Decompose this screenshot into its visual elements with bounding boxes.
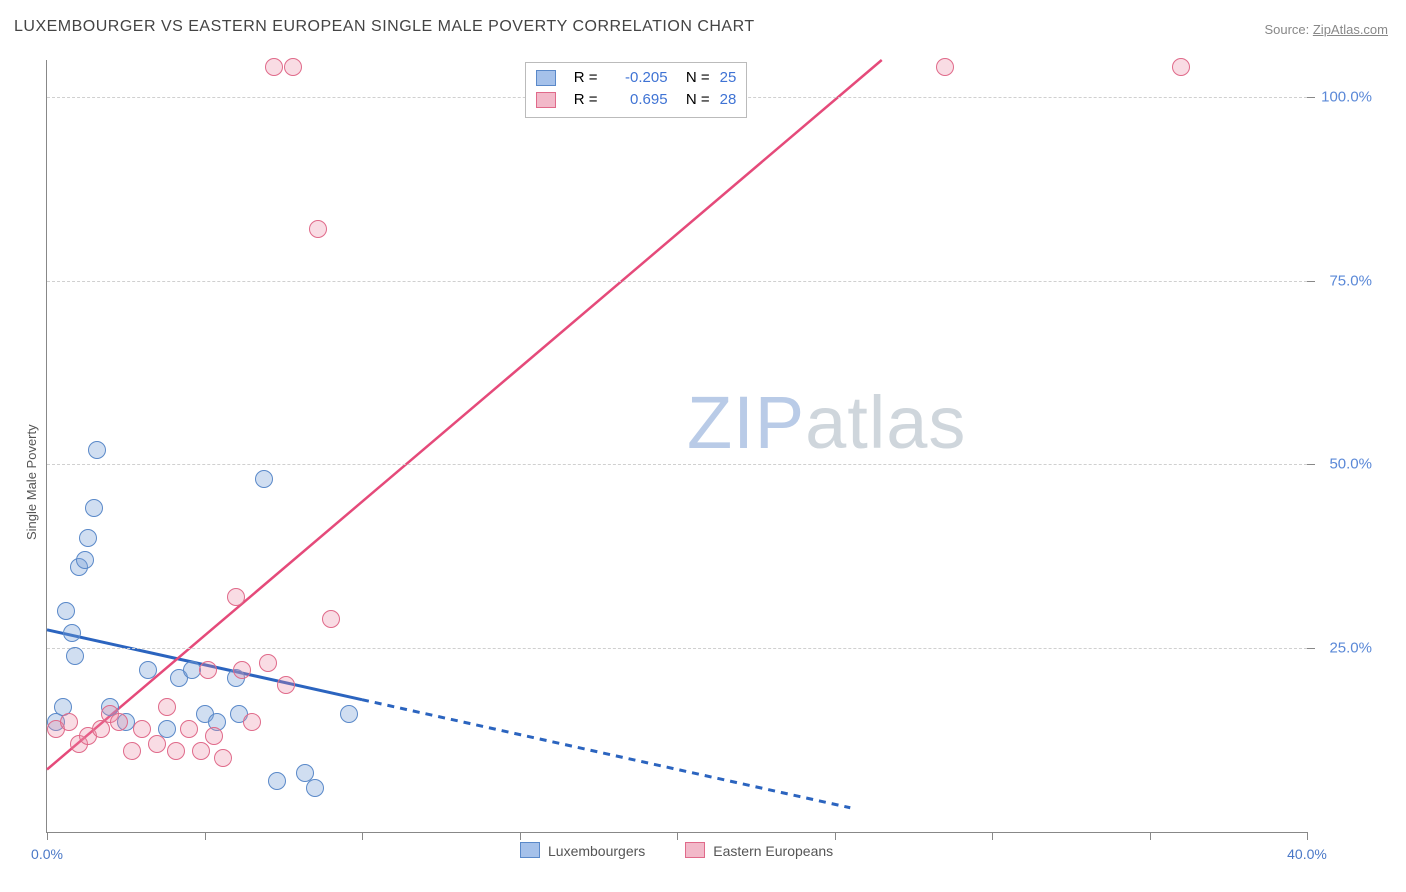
xtick: [1307, 832, 1308, 840]
legend-item-lux: Luxembourgers: [520, 842, 645, 859]
stats-row-ee: R = 0.695 N = 28: [536, 89, 737, 111]
data-point-ee: [205, 727, 223, 745]
data-point-ee: [227, 588, 245, 606]
data-point-lux: [139, 661, 157, 679]
data-point-ee: [936, 58, 954, 76]
stats-legend-box: R = -0.205 N = 25R = 0.695 N = 28: [525, 62, 748, 118]
data-point-ee: [259, 654, 277, 672]
xtick-label: 0.0%: [31, 846, 63, 862]
stat-n-value: 28: [720, 89, 737, 111]
data-point-lux: [63, 624, 81, 642]
xtick: [992, 832, 993, 840]
xtick: [520, 832, 521, 840]
xtick: [205, 832, 206, 840]
data-point-lux: [255, 470, 273, 488]
source-label: Source: ZipAtlas.com: [1264, 22, 1388, 37]
data-point-lux: [88, 441, 106, 459]
xtick: [677, 832, 678, 840]
stat-r-value: 0.695: [608, 89, 668, 111]
watermark: ZIPatlas: [687, 380, 966, 465]
legend-swatch: [536, 70, 556, 86]
data-point-ee: [277, 676, 295, 694]
data-point-ee: [133, 720, 151, 738]
ytick: [1307, 97, 1315, 98]
xtick-label: 40.0%: [1287, 846, 1327, 862]
data-point-ee: [92, 720, 110, 738]
data-point-ee: [322, 610, 340, 628]
source-prefix: Source:: [1264, 22, 1312, 37]
data-point-ee: [199, 661, 217, 679]
legend-label: Luxembourgers: [548, 843, 645, 859]
regression-line: [47, 60, 882, 770]
stats-row-lux: R = -0.205 N = 25: [536, 67, 737, 89]
source-link[interactable]: ZipAtlas.com: [1313, 22, 1388, 37]
ytick-label: 100.0%: [1321, 88, 1372, 105]
stat-r-value: -0.205: [608, 67, 668, 89]
gridline-y: [47, 648, 1307, 649]
xtick: [1150, 832, 1151, 840]
ytick-label: 25.0%: [1329, 640, 1372, 657]
data-point-ee: [284, 58, 302, 76]
data-point-lux: [85, 499, 103, 517]
chart-title: LUXEMBOURGER VS EASTERN EUROPEAN SINGLE …: [14, 18, 755, 36]
data-point-ee: [233, 661, 251, 679]
ytick: [1307, 648, 1315, 649]
regression-line: [362, 700, 850, 808]
legend-label: Eastern Europeans: [713, 843, 833, 859]
data-point-lux: [340, 705, 358, 723]
plot-area: ZIPatlas 25.0%50.0%75.0%100.0%0.0%40.0%: [46, 60, 1307, 833]
data-point-lux: [57, 602, 75, 620]
stat-r-label: R =: [574, 89, 598, 111]
ytick: [1307, 464, 1315, 465]
gridline-y: [47, 464, 1307, 465]
data-point-lux: [66, 647, 84, 665]
series-legend: Luxembourgers Eastern Europeans: [520, 842, 833, 859]
data-point-ee: [167, 742, 185, 760]
data-point-lux: [76, 551, 94, 569]
ytick-label: 75.0%: [1329, 272, 1372, 289]
stat-n-value: 25: [720, 67, 737, 89]
ytick: [1307, 281, 1315, 282]
legend-swatch: [685, 842, 705, 858]
xtick: [362, 832, 363, 840]
watermark-zip: ZIP: [687, 381, 805, 464]
data-point-ee: [214, 749, 232, 767]
data-point-lux: [306, 779, 324, 797]
data-point-lux: [268, 772, 286, 790]
data-point-ee: [158, 698, 176, 716]
legend-swatch: [520, 842, 540, 858]
legend-swatch: [536, 92, 556, 108]
data-point-lux: [79, 529, 97, 547]
data-point-ee: [60, 713, 78, 731]
ytick-label: 50.0%: [1329, 456, 1372, 473]
y-axis-title: Single Male Poverty: [24, 424, 39, 540]
data-point-ee: [265, 58, 283, 76]
stat-r-label: R =: [574, 67, 598, 89]
xtick: [47, 832, 48, 840]
xtick: [835, 832, 836, 840]
legend-item-ee: Eastern Europeans: [685, 842, 833, 859]
data-point-ee: [192, 742, 210, 760]
stat-n-label: N =: [678, 67, 710, 89]
data-point-ee: [123, 742, 141, 760]
gridline-y: [47, 281, 1307, 282]
stat-n-label: N =: [678, 89, 710, 111]
data-point-ee: [148, 735, 166, 753]
data-point-ee: [1172, 58, 1190, 76]
data-point-ee: [243, 713, 261, 731]
data-point-ee: [180, 720, 198, 738]
data-point-ee: [309, 220, 327, 238]
watermark-atlas: atlas: [805, 381, 966, 464]
